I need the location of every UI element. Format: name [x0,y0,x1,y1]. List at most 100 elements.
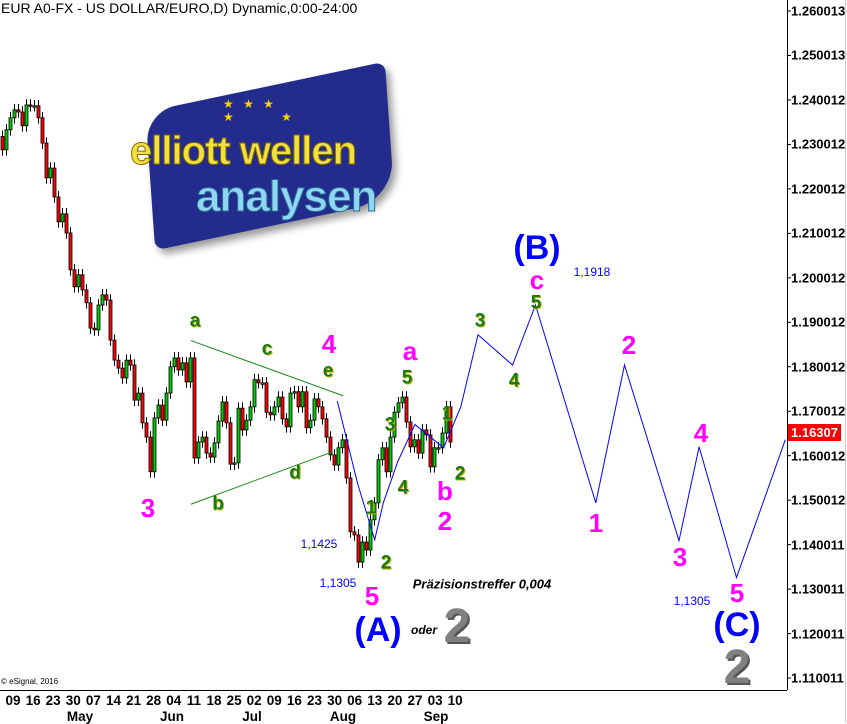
candle [108,294,113,346]
candle-body [96,304,101,331]
y-tick-label: 1.160012 [791,448,846,464]
copyright-text: © eSignal, 2016 [1,677,59,686]
candle-body [292,391,297,394]
candle [264,377,269,418]
candle [320,401,325,425]
candle [300,385,305,413]
candle [248,401,253,426]
candle-body [8,117,13,131]
candle-body [268,411,273,416]
candle [32,99,37,112]
candle [188,352,193,388]
candle [168,361,173,399]
candle [144,417,149,443]
wave-label: 2 [437,506,453,536]
wave-label: 4 [693,418,709,448]
candle [384,441,389,478]
candle-body [248,406,253,421]
candle [336,441,341,471]
candle-body [264,382,269,413]
candle-body [164,392,169,421]
candle [328,431,333,461]
y-ticks [787,10,791,679]
candle-body [272,406,277,416]
candle [412,433,417,453]
price-note: 1,1918 [573,265,611,279]
wave-label: 4 [397,477,409,499]
x-tick-label: 02 [246,693,262,708]
candle [132,359,137,406]
candle-body [356,534,361,563]
candle [68,227,73,276]
candle-body [384,447,389,473]
candle-body [200,436,205,443]
candle-body [348,477,353,533]
wave-label: e [322,360,334,382]
wave-label: a [402,336,418,366]
last-price-badge: 1.16307 [788,424,841,441]
y-tick-label: 1.220012 [791,181,846,197]
candle [148,431,153,478]
candle-body [184,362,189,383]
precision-note: Präzisionstreffer 0,004 [412,576,552,592]
x-tick-label: 25 [226,693,242,708]
x-tick-label: 03 [427,693,443,708]
candle-body [340,439,345,449]
candle [420,424,425,459]
wave-label: 2 [621,330,637,360]
month-label: Jun [159,709,185,724]
candle-body [104,294,109,301]
candle [36,99,41,124]
price-note: 1,1305 [319,576,357,590]
wave-label: 1 [441,403,453,425]
candle-body [204,436,209,454]
candle [204,431,209,459]
candle-body [48,167,53,179]
candle-body [440,432,445,449]
candle [352,526,357,541]
candle-body [80,274,85,291]
candle [400,391,405,409]
candle [104,288,109,306]
wave-label: 5 [729,578,745,608]
candle-body [448,406,453,443]
candle [424,424,429,441]
candle [84,284,89,309]
candle [252,373,257,413]
wave-label: a [189,310,201,332]
candle [332,449,337,471]
candle [112,334,117,366]
candle [376,453,381,509]
candle-body [312,398,317,421]
candle-body [236,407,241,464]
y-tick-label: 1.210012 [791,225,846,241]
candle [440,427,445,454]
candle-body [16,109,21,113]
candle [280,391,285,425]
candle-body [148,436,153,473]
candle-body [152,417,157,473]
candle [60,208,65,228]
x-tick-label: 27 [407,693,423,708]
candle [4,124,9,156]
candle [432,441,437,473]
candle [40,112,45,149]
month-label: May [66,709,94,724]
candle [260,377,265,389]
candle-body [284,418,289,428]
x-tick-label: 30 [327,693,343,708]
candle-body [396,402,401,413]
candle [156,399,161,424]
candle [356,529,361,568]
candle-body [136,392,141,401]
candle-body [232,462,237,465]
candle-body [132,364,137,401]
candle-body [84,289,89,304]
candle [404,391,409,428]
candle-body [288,392,293,428]
candle [8,112,13,136]
x-tick-label: 30 [65,693,81,708]
chart-title: EUR A0-FX - US DOLLAR/EURO,D) Dynamic,0:… [1,0,358,16]
wave-label-alt: 2 [723,641,751,694]
